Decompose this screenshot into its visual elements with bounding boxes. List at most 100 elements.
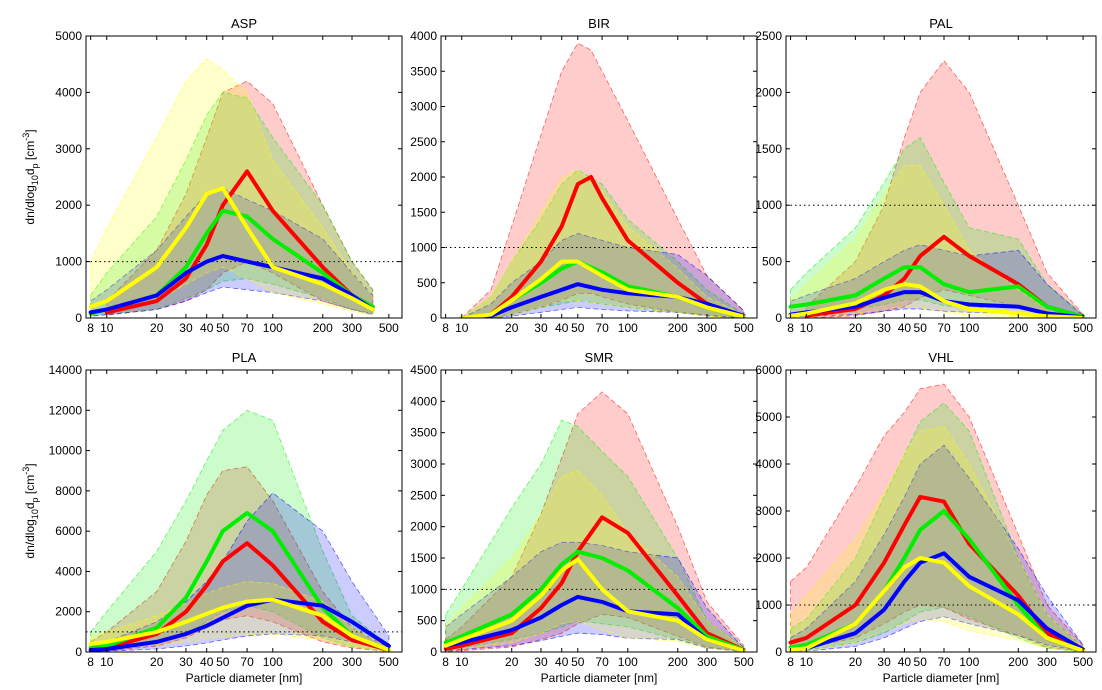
median-line-yellow [88,186,375,312]
y-tick-label: 2500 [410,488,437,502]
x-tick-label: 100 [263,321,283,335]
x-tick-label: 50 [571,655,585,669]
y-tick-label: 2000 [755,85,782,99]
median-line-green [443,549,746,652]
y-tick-label: 2000 [410,520,437,534]
median-line-blue [88,254,375,315]
x-tick-label: 100 [618,655,638,669]
x-tick-label: 8 [787,655,794,669]
x-tick-label: 200 [668,321,688,335]
x-axis-label: Particle diameter [nm] [186,671,303,685]
y-tick-label: 3500 [410,426,437,440]
median-line-yellow [443,557,746,652]
y-axis-label: dn/dlog10dp [cm-3] [21,463,40,558]
axes-frame [85,35,403,319]
band-red [806,60,1084,318]
x-tick-label: 200 [313,655,333,669]
axes-frame [785,35,1097,319]
y-tick-label: 2000 [55,198,82,212]
median-line-green [788,265,1086,318]
x-tick-label: 8 [87,321,94,335]
x-tick-label: 50 [914,321,928,335]
panel-pal: 0 500 1000 1500 2000 2500 8 10 20 30 40 50 70 100 200 3… [755,16,1097,335]
x-tick-label: 100 [618,321,638,335]
panel-smr: 0 500 1000 1500 2000 2500 3000 3500 4000 4500 8 10 2… [410,350,758,685]
x-tick-label: 10 [800,655,814,669]
x-tick-label: 30 [877,655,891,669]
y-tick-label: 500 [762,255,782,269]
x-tick-label: 300 [697,655,717,669]
x-tick-label: 100 [959,655,979,669]
x-tick-label: 70 [595,321,609,335]
x-tick-label: 8 [87,655,94,669]
x-tick-label: 300 [1037,321,1057,335]
x-tick-label: 20 [849,655,863,669]
band-yellow [90,58,374,316]
panel-title: VHL [928,350,953,365]
panel-asp: 0 1000 2000 3000 4000 5000 8 10 20 30 40 50 70 100 200… [21,16,403,335]
x-tick-label: 40 [200,655,214,669]
y-tick-label: 1000 [410,241,437,255]
x-tick-label: 20 [150,655,164,669]
y-tick-label: 2500 [410,135,437,149]
x-tick-label: 20 [150,321,164,335]
x-tick-label: 30 [534,655,548,669]
y-tick-label: 0 [75,645,82,659]
x-tick-label: 8 [442,655,449,669]
median-line-red [88,541,391,652]
y-tick-label: 12000 [49,403,83,417]
band-blue [790,444,1084,652]
y-tick-label: 1500 [755,142,782,156]
x-tick-label: 20 [849,321,863,335]
y-tick-label: 1000 [55,255,82,269]
x-tick-label: 500 [734,321,754,335]
x-tick-label: 500 [734,655,754,669]
y-tick-label: 4000 [410,394,437,408]
y-tick-label: 4000 [55,85,82,99]
y-tick-label: 3000 [410,100,437,114]
panel-title: PLA [232,350,257,365]
y-tick-label: 2000 [755,551,782,565]
y-tick-label: 6000 [755,363,782,377]
y-tick-label: 4500 [410,363,437,377]
median-line-blue [443,594,746,652]
y-tick-label: 3000 [755,504,782,518]
x-tick-label: 10 [455,321,469,335]
y-tick-label: 3000 [410,457,437,471]
median-line-yellow [788,556,1086,652]
x-tick-label: 500 [379,321,399,335]
y-tick-label: 1500 [410,205,437,219]
panel-bir: 0 500 1000 1500 2000 2500 3000 3500 4000 8 10 20 30 4… [410,16,758,335]
y-tick-label: 14000 [49,363,83,377]
x-tick-label: 300 [342,321,362,335]
x-tick-label: 100 [959,321,979,335]
x-axis-label: Particle diameter [nm] [541,671,658,685]
x-tick-label: 200 [668,655,688,669]
panel-title: PAL [929,16,953,31]
x-tick-label: 40 [898,655,912,669]
y-tick-label: 0 [430,311,437,325]
x-tick-label: 50 [216,655,230,669]
x-tick-label: 50 [914,655,928,669]
y-tick-label: 5000 [755,410,782,424]
median-line-red [459,175,746,318]
x-tick-label: 10 [455,655,469,669]
panel-title: BIR [588,16,610,31]
x-tick-label: 10 [100,321,114,335]
x-tick-label: 8 [787,321,794,335]
x-tick-label: 500 [1073,655,1093,669]
y-tick-label: 0 [775,645,782,659]
band-yellow [461,169,745,318]
x-tick-label: 500 [1073,321,1093,335]
x-tick-label: 10 [100,655,114,669]
x-tick-label: 100 [263,655,283,669]
x-tick-label: 70 [595,655,609,669]
x-tick-label: 50 [571,321,585,335]
x-tick-label: 70 [240,321,254,335]
median-line-blue [788,551,1086,652]
y-tick-label: 1000 [410,582,437,596]
median-line-yellow [459,259,746,318]
x-tick-label: 300 [1037,655,1057,669]
median-line-yellow [788,282,1086,318]
